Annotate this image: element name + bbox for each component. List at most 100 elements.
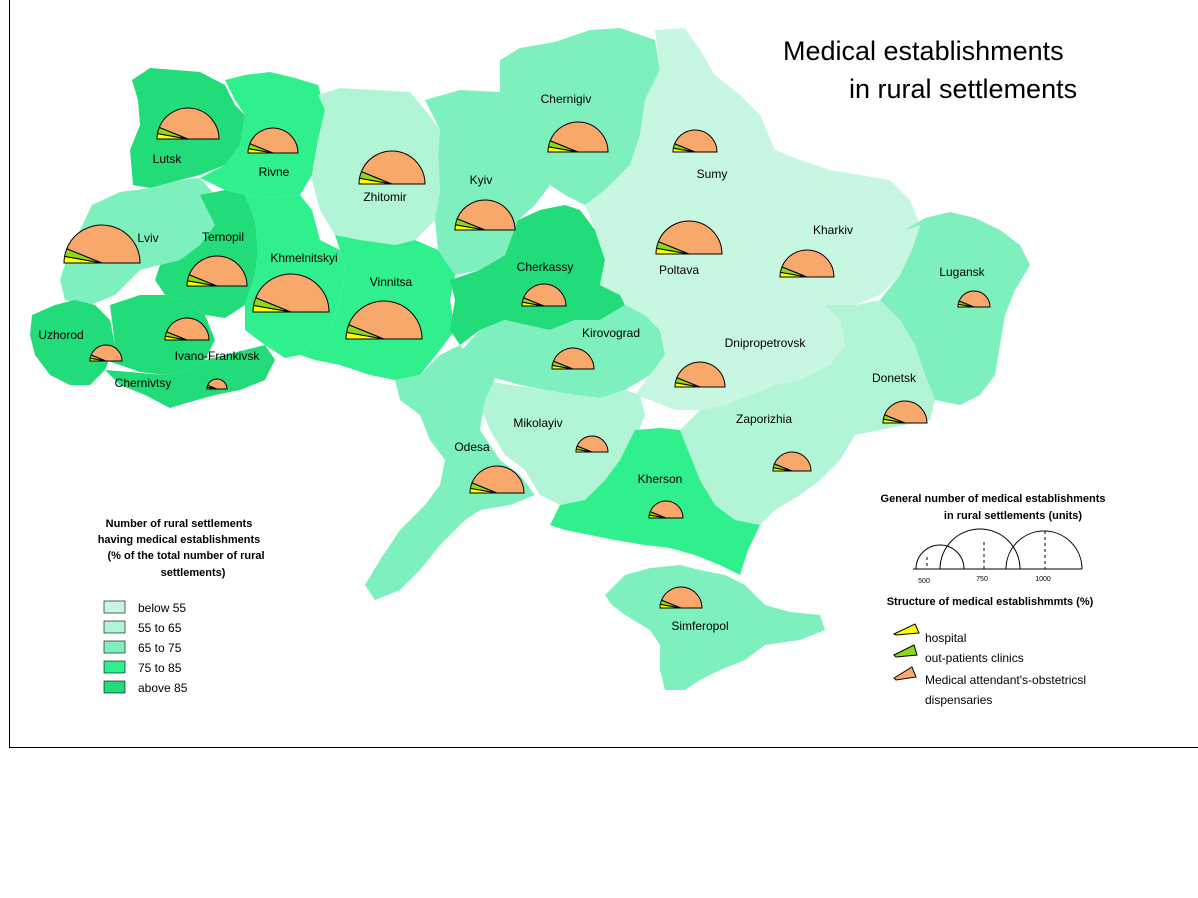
pie-kherson [648, 500, 684, 519]
region-label-lviv: Lviv [137, 231, 158, 245]
legend-fap-label-line2: dispensaries [925, 693, 992, 707]
region-label-cherkassy: Cherkassy [517, 260, 574, 274]
pie-zhitomir [358, 150, 426, 185]
region-label-dnipropetrovsk: Dnipropetrovsk [725, 336, 807, 350]
choropleth-legend-title-2: having medical establishments [98, 534, 261, 546]
pie-fap-slice [90, 344, 123, 362]
pie-fap-slice [456, 199, 516, 231]
pie-odesa [469, 465, 525, 494]
legend-fap-label: Medical attendant's-obstetricsl [925, 673, 1086, 687]
pie-kirovograd [551, 347, 595, 370]
pie-kyiv [454, 199, 516, 231]
pie-zaporizhia [772, 451, 812, 472]
region-label-khmelnitskyi: Khmelnitskyi [270, 251, 337, 265]
region-label-odesa: Odesa [454, 440, 490, 454]
class-swatch-above-85 [103, 680, 126, 694]
pie-kharkiv [779, 249, 835, 278]
pie-fap-slice [188, 255, 248, 287]
region-cherkassy [450, 205, 625, 345]
region-label-vinnitsa: Vinnitsa [370, 275, 413, 289]
pie-fap-slice [471, 465, 525, 494]
pie-sumy [672, 129, 718, 153]
pie-vinnitsa [345, 300, 423, 340]
region-chernigiv [500, 28, 660, 205]
pie-ternopil [186, 255, 248, 287]
pie-fap-slice [673, 129, 718, 153]
pie-fap-slice [549, 121, 609, 153]
region-label-kharkiv: Kharkiv [813, 223, 853, 237]
pie-fap-slice [883, 400, 928, 424]
pie-dnipropetrovsk [674, 361, 726, 388]
pie-rivne [247, 127, 299, 154]
structure-legend: Structure of medical establishmmts (%) h… [887, 596, 1094, 707]
legend-hospital-label: hospital [925, 631, 966, 645]
size-legend-arc-500 [915, 544, 965, 570]
choropleth-legend: Number of rural settlements having medic… [98, 518, 265, 695]
pie-fap-slice [781, 249, 835, 278]
legend-outpatient-label: out-patients clinics [925, 651, 1024, 665]
class-label-75-85: 75 to 85 [138, 661, 182, 675]
region-label-chernivtsy: Chernivtsy [115, 376, 172, 390]
pie-mikolayiv [575, 435, 609, 453]
region-label-kyiv: Kyiv [470, 173, 493, 187]
choropleth-legend-title-1: Number of rural settlements [106, 518, 253, 530]
class-swatch-75-85 [103, 660, 126, 674]
pies-layer [63, 107, 991, 609]
region-lviv [60, 178, 220, 305]
pie-fap-slice [773, 451, 812, 472]
pie-fap-slice [348, 300, 423, 340]
pie-khmelnitskyi [252, 273, 330, 313]
map-title-line2: in rural settlements [849, 74, 1077, 104]
legend-fap-swatch [893, 666, 917, 681]
pie-fap-slice [660, 586, 703, 609]
region-zaporizhia [680, 365, 855, 525]
region-label-ternopil: Ternopil [202, 230, 244, 244]
class-swatch-55-65 [103, 620, 126, 634]
pie-fap-slice [165, 317, 210, 341]
size-legend-tick-1000: 1000 [1035, 576, 1051, 583]
region-odesa [365, 345, 535, 600]
region-label-lutsk: Lutsk [153, 152, 183, 166]
map-title-line1: Medical establishments [783, 36, 1064, 66]
pie-cherkassy [521, 283, 567, 307]
size-legend-tick-750: 750 [976, 576, 988, 583]
pie-fap-slice [66, 224, 141, 264]
pie-fap-slice [552, 347, 595, 370]
pie-ivano-frankivsk [164, 317, 210, 341]
pie-fap-slice [958, 290, 991, 308]
labels-layer: Lutsk Rivne Zhitomir Kyiv Chernigiv Sumy Lviv T… [38, 92, 985, 633]
pie-lugansk [957, 290, 991, 308]
pie-fap-slice [576, 435, 609, 453]
region-simferopol [605, 565, 825, 690]
pie-fap-slice [522, 283, 567, 307]
regions-layer [30, 28, 1030, 690]
size-legend-arc-1000 [1005, 530, 1083, 570]
region-label-ivano-frankivsk: Ivano-Frankivsk [175, 349, 261, 363]
region-mikolayiv [480, 380, 645, 505]
legend-hospital-swatch [892, 623, 920, 636]
region-label-zhitomir: Zhitomir [363, 190, 406, 204]
structure-legend-title: Structure of medical establishmmts (%) [887, 596, 1094, 608]
region-label-mikolayiv: Mikolayiv [513, 416, 562, 430]
region-ivano-frankivsk [105, 295, 215, 375]
region-kherson [550, 428, 760, 575]
pie-fap-slice [676, 361, 726, 388]
pie-fap-slice [255, 273, 330, 313]
region-label-simferopol: Simferopol [671, 619, 728, 633]
class-label-55-65: 55 to 65 [138, 621, 182, 635]
region-label-donetsk: Donetsk [872, 371, 917, 385]
choropleth-legend-title-4: settlements) [161, 567, 226, 579]
region-label-rivne: Rivne [259, 165, 290, 179]
size-legend-title-1: General number of medical establishments [881, 493, 1106, 505]
map-frame [9, 0, 1198, 748]
size-legend-title-2: in rural settlements (units) [944, 510, 1082, 522]
region-label-poltava: Poltava [659, 263, 699, 277]
pie-fap-slice [207, 378, 228, 390]
pie-fap-slice [649, 500, 684, 519]
region-label-uzhorod: Uzhorod [38, 328, 83, 342]
pie-chernigiv [547, 121, 609, 153]
pie-lutsk [156, 107, 220, 140]
pie-fap-slice [249, 127, 299, 154]
region-label-sumy: Sumy [697, 167, 728, 181]
region-label-kirovograd: Kirovograd [582, 326, 640, 340]
